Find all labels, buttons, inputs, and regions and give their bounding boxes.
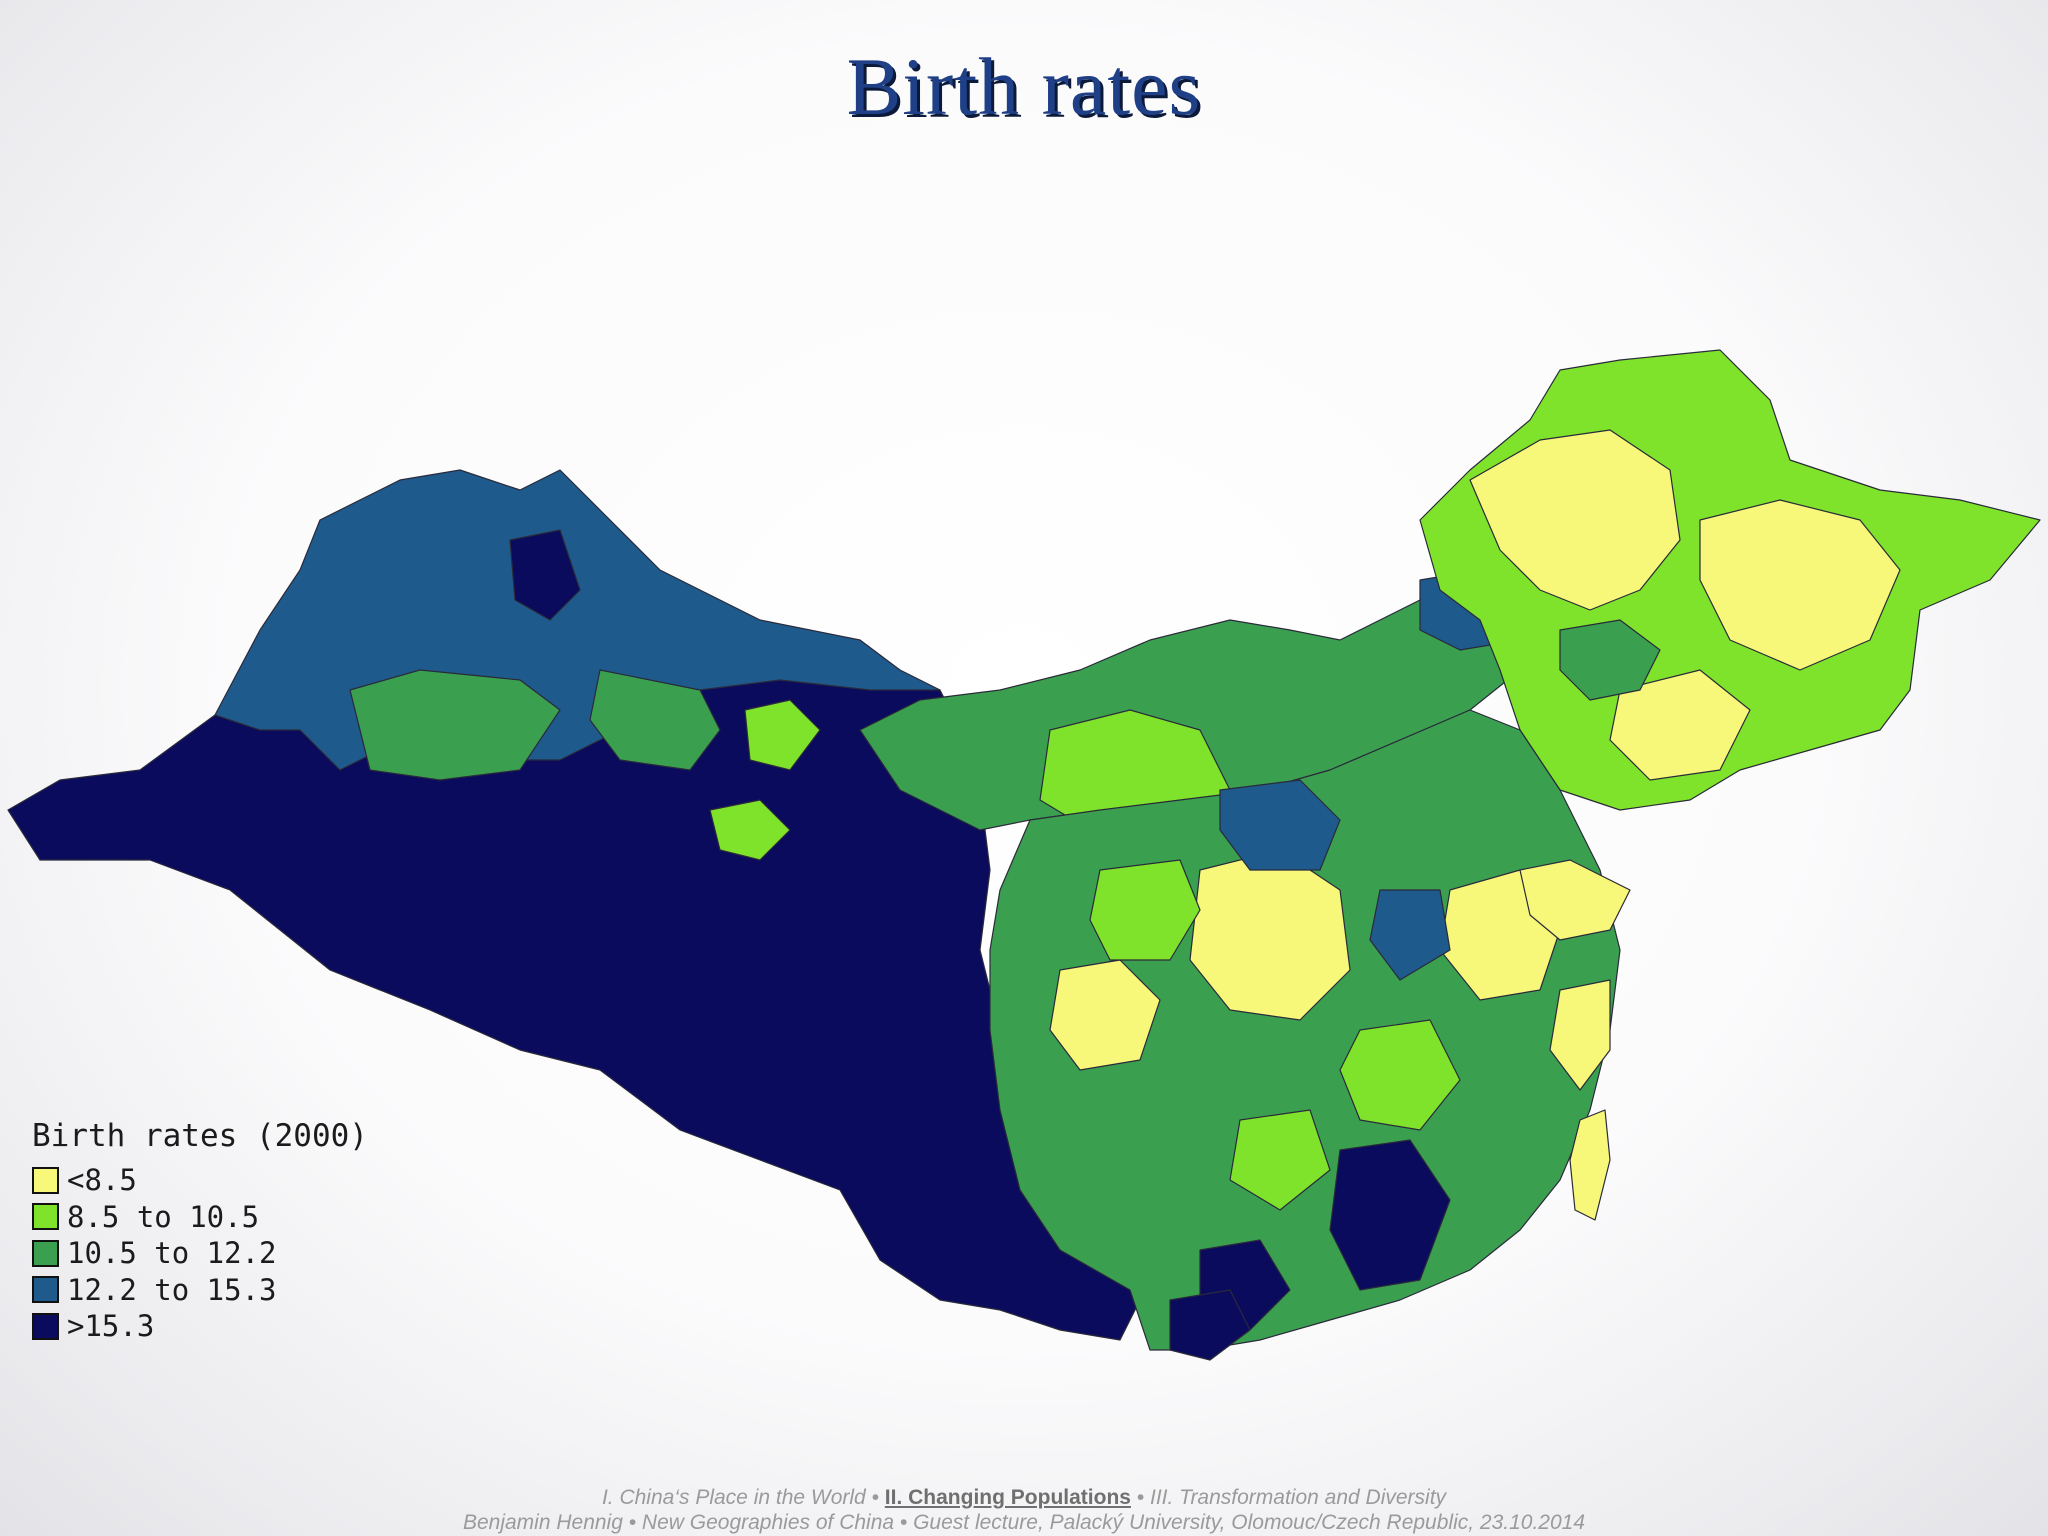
footer-credit: Benjamin Hennig • New Geographies of Chi… <box>462 1511 1586 1534</box>
legend-swatch <box>32 1312 59 1340</box>
map-patch-xinjiang-lime <box>744 699 821 771</box>
legend-title: Birth rates (2000) <box>32 1118 368 1154</box>
footer-link-part2[interactable]: II. Changing Populations <box>884 1486 1131 1509</box>
legend-label: 10.5 to 12.2 <box>67 1236 277 1271</box>
map-region-shandong <box>1519 859 1631 941</box>
map-patch-central-lime-1 <box>1089 859 1201 961</box>
legend-item: 10.5 to 12.2 <box>32 1235 368 1272</box>
map-patch-ne-yellow-1 <box>1469 429 1681 611</box>
map-region-taiwan <box>1569 1109 1611 1221</box>
map-patch-central-lime-2 <box>1339 1019 1461 1131</box>
footer-navigation: I. China‘s Place in the World • II. Chan… <box>0 1486 2048 1510</box>
map-patch-ne-yellow-2 <box>1699 499 1901 671</box>
map-patch-xinjiang-green-2 <box>589 669 721 771</box>
map-patch-xinjiang-lime-2 <box>709 799 791 861</box>
map-patch-central-lime-3 <box>1229 1109 1331 1211</box>
legend-swatch <box>32 1276 59 1304</box>
footer-separator: • <box>1136 1486 1145 1509</box>
legend-label: <8.5 <box>67 1163 137 1198</box>
map-patch-central-navy-1 <box>1329 1139 1451 1291</box>
map-patch-ne-green <box>1559 619 1661 701</box>
map-legend: Birth rates (2000) <8.5 8.5 to 10.5 10.5… <box>32 1118 368 1345</box>
map-region-jiangsu <box>1549 979 1611 1091</box>
legend-item: 12.2 to 15.3 <box>32 1272 368 1309</box>
map-patch-central-blue-2 <box>1369 889 1451 981</box>
map-patch-central-blue-1 <box>1219 779 1341 871</box>
map-patch-xinjiang-green <box>349 669 561 781</box>
footer-link-part1[interactable]: I. China‘s Place in the World <box>601 1486 866 1509</box>
legend-label: >15.3 <box>67 1309 155 1344</box>
map-patch-altai-navy <box>509 529 581 621</box>
legend-item: <8.5 <box>32 1162 368 1199</box>
legend-item: 8.5 to 10.5 <box>32 1199 368 1236</box>
china-birth-rate-map <box>7 349 2041 1361</box>
legend-item: >15.3 <box>32 1308 368 1345</box>
legend-swatch <box>32 1203 59 1231</box>
legend-swatch <box>32 1239 59 1267</box>
legend-label: 12.2 to 15.3 <box>67 1272 277 1307</box>
map-region-hainan <box>1169 1289 1251 1361</box>
footer-separator: • <box>871 1486 879 1509</box>
map-patch-ne-yellow-3 <box>1609 669 1751 781</box>
slide-title: Birth rates <box>846 41 1202 132</box>
legend-label: 8.5 to 10.5 <box>67 1199 260 1234</box>
footer-link-part3[interactable]: III. Transformation and Diversity <box>1150 1486 1447 1509</box>
legend-swatch <box>32 1166 59 1194</box>
